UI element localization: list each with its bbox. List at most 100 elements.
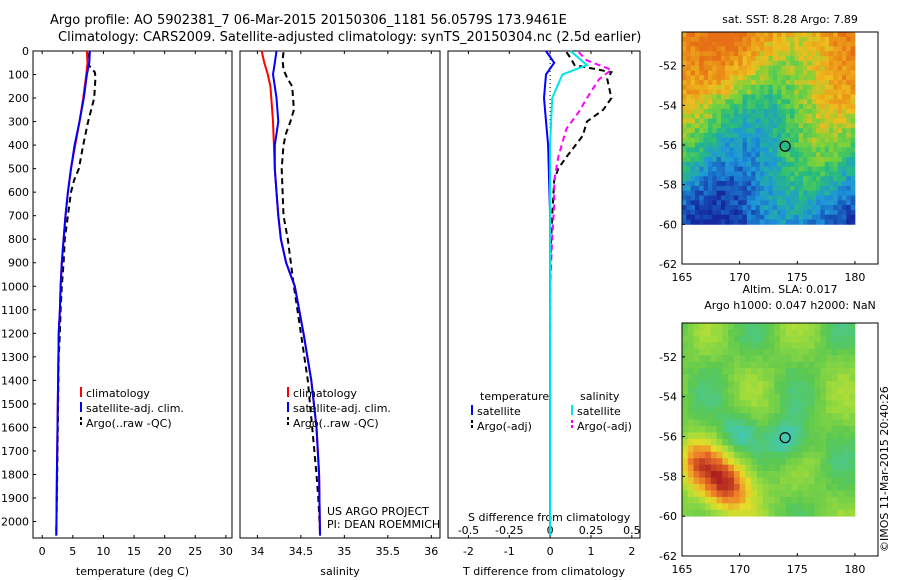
sla_map-raster-cell: [699, 323, 706, 330]
sla_map-raster-cell: [728, 323, 735, 330]
sla_map-raster-cell: [837, 438, 844, 446]
sla_map-raster-cell: [699, 361, 706, 369]
sst_map-raster-cell: [781, 166, 787, 172]
sla_map-raster-cell: [722, 503, 729, 511]
sla_map-raster-cell: [693, 374, 700, 382]
sst_map-raster-cell: [798, 214, 804, 220]
sst_map-raster-cell: [716, 128, 722, 134]
difference-series-line: [549, 50, 589, 536]
sla_map-raster-cell: [843, 503, 850, 511]
sla_map-raster-cell: [699, 419, 706, 427]
sst_map-raster-cell: [777, 219, 782, 225]
sst_map-raster-cell: [803, 65, 808, 71]
sst_map-raster-cell: [846, 36, 852, 43]
sla_map-raster-cell: [733, 458, 741, 466]
sst_map-raster-cell: [699, 94, 705, 100]
sst_map-raster-cell: [833, 75, 839, 81]
sla_map-raster-cell: [849, 329, 856, 337]
sst_map-raster-cell: [794, 51, 800, 57]
sla_map-raster-cell: [791, 509, 798, 517]
sst_map-raster-cell: [833, 128, 839, 134]
sla_map-raster-cell: [682, 471, 689, 478]
sst_map-raster-cell: [725, 99, 730, 105]
sla_map-raster-cell: [762, 496, 769, 504]
sla_map-raster-cell: [820, 348, 827, 356]
sst_map-raster-cell: [690, 118, 696, 124]
sst_map-raster-cell: [686, 166, 692, 172]
sst_map-raster-cell: [850, 108, 856, 115]
sst_map-raster-cell: [712, 104, 717, 110]
sst_map-raster-cell: [794, 108, 800, 115]
sla_map-raster-cell: [722, 393, 729, 401]
sst_map-raster-cell: [742, 56, 748, 62]
sla_map-raster-cell: [808, 471, 815, 478]
sla_map-raster-cell: [762, 509, 769, 517]
salinity-annotation: US ARGO PROJECT: [327, 505, 429, 518]
sla_map-raster-cell: [762, 432, 769, 440]
sst_map-raster-cell: [725, 200, 730, 206]
sla_map-raster-cell: [843, 380, 850, 388]
temperature-ytick-label: 1400: [1, 374, 29, 387]
sst_map-raster-cell: [785, 190, 791, 196]
sst_map-raster-cell: [686, 132, 692, 139]
sst_map-raster-cell: [777, 147, 782, 153]
sst_map-raster-cell: [764, 137, 769, 143]
sst_map-raster-cell: [772, 46, 778, 52]
sst_map-raster-cell: [742, 157, 748, 163]
sla_map-raster-cell: [733, 361, 741, 369]
sst_map-raster-cell: [811, 128, 817, 134]
sst_map-raster-cell: [829, 84, 834, 91]
sst_map-raster-cell: [746, 209, 752, 216]
sla_map-raster-cell: [803, 387, 810, 395]
sst_map-raster-cell: [772, 89, 778, 95]
sst_map-raster-cell: [751, 147, 756, 153]
sst_map-raster-cell: [772, 147, 778, 153]
sst_map-raster-cell: [682, 84, 687, 91]
sla_map-raster-cell: [693, 342, 700, 350]
sla_map-raster-cell: [774, 323, 781, 330]
sst_map-raster-cell: [729, 32, 735, 38]
sst_map-raster-cell: [716, 99, 722, 105]
sst_map-raster-cell: [690, 152, 696, 158]
sla_map-raster-cell: [820, 400, 827, 408]
sst_map-raster-cell: [833, 147, 839, 153]
sst_map-raster-cell: [759, 190, 765, 196]
sst_map-raster-cell: [751, 190, 756, 196]
sst_map-raster-cell: [850, 166, 856, 172]
sst_map-raster-cell: [716, 166, 722, 172]
sla_map-raster-cell: [733, 477, 741, 485]
sla_map-raster-cell: [682, 426, 689, 433]
sst_map-raster-cell: [725, 118, 730, 124]
sst_map-raster-cell: [820, 89, 826, 95]
sst_map-raster-cell: [829, 200, 834, 206]
sla_map-raster-cell: [716, 342, 723, 350]
sst_map-raster-cell: [733, 70, 739, 76]
sst_map-raster-cell: [811, 118, 817, 124]
sst_map-raster-cell: [803, 118, 808, 124]
sst_map-raster-cell: [816, 200, 821, 206]
sla_map-raster-cell: [808, 406, 815, 414]
sst_map-raster-cell: [720, 166, 726, 172]
salinity-series-line: [280, 52, 321, 531]
sst_map-raster-cell: [816, 60, 821, 67]
sst_map-raster-cell: [824, 70, 830, 76]
sst_map-raster-cell: [738, 108, 743, 115]
sst_map-raster-cell: [768, 108, 774, 115]
sla_map-raster-cell: [785, 348, 792, 356]
sla_map-raster-cell: [728, 419, 735, 427]
sst_map-raster-cell: [768, 205, 774, 211]
sst_map-raster-cell: [794, 214, 800, 220]
sst_map-raster-cell: [820, 195, 826, 201]
sla_map-raster-cell: [826, 496, 833, 504]
temperature-ytick-label: 1500: [1, 398, 29, 411]
sst_map-raster-cell: [768, 137, 774, 143]
sst_map-raster-cell: [811, 80, 817, 86]
sst_map-raster-cell: [690, 70, 696, 76]
sst_map-raster-cell: [764, 51, 769, 57]
sst_map-raster-cell: [738, 51, 743, 57]
difference-legend-heading: temperature: [480, 390, 549, 403]
sst_map-raster-cell: [694, 70, 700, 76]
sst_map-raster-cell: [699, 80, 705, 86]
sla_map-raster-cell: [791, 483, 798, 491]
sst_map-raster-cell: [703, 190, 709, 196]
